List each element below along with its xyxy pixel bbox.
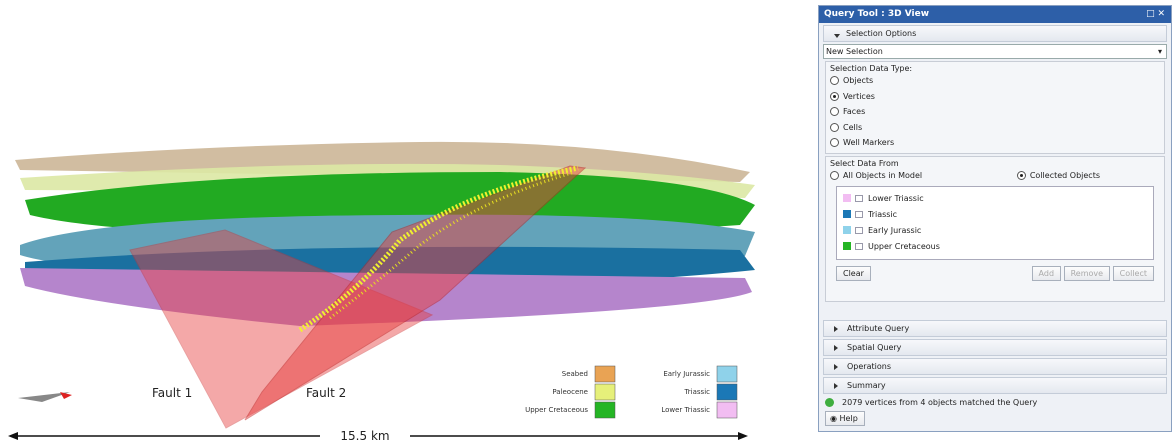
- object-label: Triassic: [868, 209, 898, 219]
- object-swatch: [843, 226, 851, 234]
- object-icon: [855, 194, 863, 202]
- legend-label: Upper Cretaceous: [525, 406, 588, 414]
- clear-button[interactable]: Clear: [836, 266, 871, 281]
- object-label: Lower Triassic: [868, 193, 924, 203]
- group-label: Select Data From: [830, 158, 899, 168]
- radio-option[interactable]: Collected Objects: [1016, 168, 1100, 184]
- data-from-group: Select Data From All Objects in Model Col…: [825, 155, 1165, 302]
- 3d-view[interactable]: Fault 1 Fault 2 15.5 km Seabed Paleocene U…: [0, 0, 800, 442]
- radio-button[interactable]: [830, 76, 839, 86]
- legend-swatch: [716, 383, 738, 401]
- legend-swatch: [594, 401, 616, 419]
- data-type-group: Selection Data Type: Objects Vertices Face…: [825, 61, 1165, 154]
- fault-1: [129, 229, 434, 429]
- panel-title: Query Tool : 3D View □ ✕: [819, 6, 1171, 23]
- section-header[interactable]: Summary: [823, 377, 1167, 394]
- section-header[interactable]: Attribute Query: [823, 320, 1167, 337]
- query-tool-panel: Query Tool : 3D View □ ✕ Selection Option…: [818, 5, 1172, 432]
- group-label: Selection Data Type:: [830, 64, 913, 73]
- query-vertices: [329, 170, 576, 320]
- object-item[interactable]: Triassic: [843, 206, 1147, 222]
- section-header[interactable]: Selection Options: [823, 25, 1167, 42]
- section-header[interactable]: Operations: [823, 358, 1167, 375]
- status-icon: [825, 398, 834, 407]
- radio-option[interactable]: Faces: [830, 104, 1160, 120]
- radio-button[interactable]: [830, 138, 839, 148]
- button-row: Clear Add Remove Collect: [836, 266, 1154, 281]
- compass: [18, 392, 70, 402]
- remove-button[interactable]: Remove: [1063, 266, 1111, 281]
- fault-label: Fault 2: [306, 386, 346, 400]
- radio-button[interactable]: [830, 170, 839, 180]
- selection-mode[interactable]: New Selection: [823, 44, 1167, 59]
- legend-label: Paleocene: [552, 388, 588, 396]
- fault-2: [244, 165, 587, 421]
- radio-option[interactable]: All Objects in Model: [830, 168, 922, 184]
- radio-list: Objects Vertices Faces Cells Well Markers: [830, 73, 1160, 151]
- section-header[interactable]: Spatial Query: [823, 339, 1167, 356]
- object-swatch: [843, 210, 851, 218]
- help-button[interactable]: ◉ Help: [825, 411, 865, 426]
- object-list: Lower Triassic Triassic Early Jurassic Uppe…: [836, 186, 1154, 260]
- object-label: Upper Cretaceous: [868, 241, 940, 251]
- radio-option[interactable]: Objects: [830, 73, 1160, 89]
- radio-button[interactable]: [830, 91, 839, 101]
- radio-row: All Objects in Model Collected Objects: [830, 168, 1160, 184]
- title-text: Query Tool : 3D View: [824, 9, 930, 19]
- collect-button[interactable]: Collect: [1112, 266, 1154, 281]
- status-bar: 2079 vertices from 4 objects matched the…: [825, 398, 1165, 407]
- object-item[interactable]: Early Jurassic: [843, 222, 1147, 238]
- help-text: Help: [839, 414, 858, 423]
- radio-label: Collected Objects: [1029, 170, 1100, 180]
- radio-label: Faces: [843, 107, 866, 117]
- radio-option[interactable]: Cells: [830, 120, 1160, 136]
- radio-button[interactable]: [830, 122, 839, 132]
- scale-label: 15.5 km: [340, 429, 389, 442]
- add-button[interactable]: Add: [1031, 266, 1062, 281]
- radio-button[interactable]: [830, 107, 839, 117]
- radio-label: Vertices: [843, 91, 875, 101]
- object-icon: [855, 242, 863, 250]
- object-item[interactable]: Upper Cretaceous: [843, 238, 1147, 254]
- object-label: Early Jurassic: [868, 225, 922, 235]
- legend-swatch: [716, 365, 738, 383]
- radio-option[interactable]: Vertices: [830, 89, 1160, 105]
- legend-swatch: [594, 383, 616, 401]
- radio-button[interactable]: [1016, 170, 1026, 180]
- object-swatch: [843, 242, 851, 250]
- legend-label: Lower Triassic: [661, 406, 710, 414]
- legend-label: Triassic: [684, 388, 711, 396]
- legend-label: Early Jurassic: [663, 370, 710, 378]
- object-icon: [855, 226, 863, 234]
- legend-swatch: [716, 401, 738, 419]
- legend-swatch: [594, 365, 616, 383]
- radio-label: All Objects in Model: [843, 170, 923, 180]
- sections: Attribute Query Spatial Query Operations Su…: [819, 320, 1171, 394]
- fault-label: Fault 1: [152, 386, 192, 400]
- compass: [60, 392, 72, 399]
- window-controls[interactable]: □ ✕: [1146, 9, 1165, 19]
- object-swatch: [843, 194, 851, 202]
- status-text: 2079 vertices from 4 objects matched the…: [842, 398, 1038, 407]
- radio-label: Objects: [843, 76, 874, 86]
- object-icon: [855, 210, 863, 218]
- radio-label: Well Markers: [843, 138, 895, 148]
- legend-label: Seabed: [562, 370, 588, 378]
- object-item[interactable]: Lower Triassic: [843, 190, 1147, 206]
- radio-option[interactable]: Well Markers: [830, 135, 1160, 151]
- legend: Seabed Paleocene Upper Cretaceous Early Jur…: [525, 365, 738, 419]
- query-vertices: [298, 165, 579, 333]
- radio-label: Cells: [843, 122, 863, 132]
